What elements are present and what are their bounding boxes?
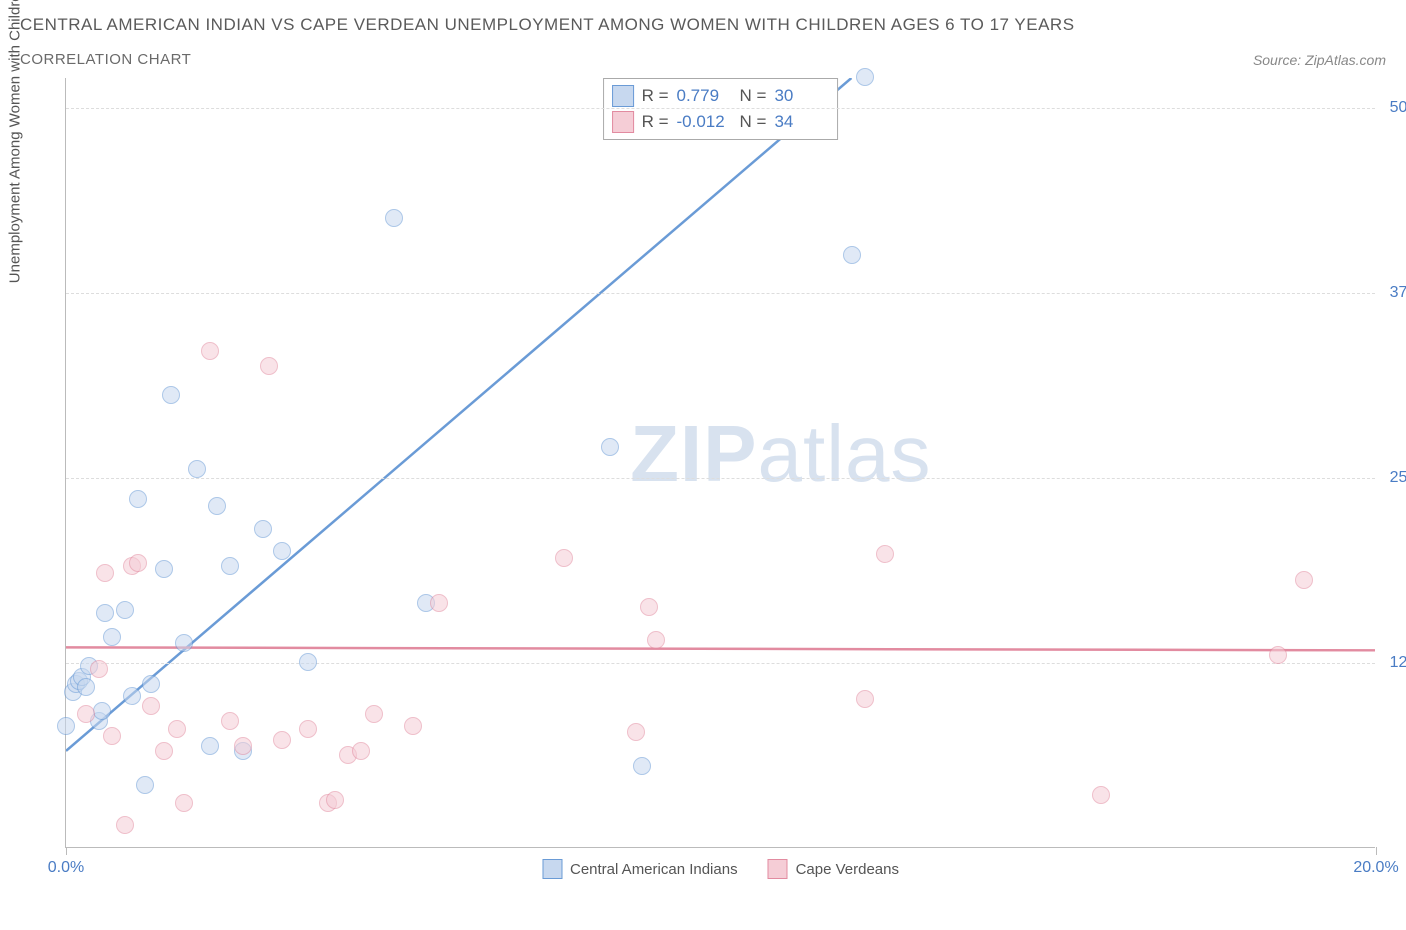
y-tick-label: 12.5%	[1380, 654, 1406, 672]
legend-swatch-icon	[768, 859, 788, 879]
y-tick-label: 25.0%	[1380, 469, 1406, 487]
x-tick	[66, 847, 67, 855]
x-tick	[1376, 847, 1377, 855]
data-point	[876, 545, 894, 563]
data-point	[385, 209, 403, 227]
legend-item: Cape Verdeans	[768, 859, 899, 879]
chart-container: Unemployment Among Women with Children A…	[20, 78, 1386, 898]
stats-legend-box: R = 0.779 N = 30 R = -0.012 N = 34	[603, 78, 839, 140]
trend-line	[66, 647, 1375, 650]
legend-label: Central American Indians	[570, 861, 738, 878]
data-point	[129, 554, 147, 572]
gridline	[66, 478, 1375, 479]
data-point	[273, 731, 291, 749]
data-point	[116, 601, 134, 619]
data-point	[57, 717, 75, 735]
data-point	[273, 542, 291, 560]
data-point	[175, 794, 193, 812]
data-point	[326, 791, 344, 809]
data-point	[201, 737, 219, 755]
data-point	[221, 557, 239, 575]
data-point	[365, 705, 383, 723]
data-point	[647, 631, 665, 649]
y-axis-label: Unemployment Among Women with Children A…	[7, 0, 24, 283]
data-point	[221, 712, 239, 730]
r-value: 0.779	[677, 86, 732, 106]
data-point	[1295, 571, 1313, 589]
data-point	[234, 737, 252, 755]
data-point	[96, 564, 114, 582]
stats-row: R = 0.779 N = 30	[612, 83, 830, 109]
gridline	[66, 663, 1375, 664]
data-point	[555, 549, 573, 567]
data-point	[201, 342, 219, 360]
n-label: N =	[740, 86, 767, 106]
data-point	[627, 723, 645, 741]
watermark: ZIPatlas	[630, 407, 931, 499]
data-point	[254, 520, 272, 538]
data-point	[162, 386, 180, 404]
legend-swatch-icon	[612, 85, 634, 107]
data-point	[136, 776, 154, 794]
data-point	[601, 438, 619, 456]
r-label: R =	[642, 112, 669, 132]
stats-row: R = -0.012 N = 34	[612, 109, 830, 135]
data-point	[856, 68, 874, 86]
gridline	[66, 293, 1375, 294]
subtitle-row: CORRELATION CHART Source: ZipAtlas.com	[20, 51, 1386, 68]
legend-swatch-icon	[612, 111, 634, 133]
data-point	[77, 678, 95, 696]
y-tick-label: 37.5%	[1380, 284, 1406, 302]
data-point	[633, 757, 651, 775]
data-point	[843, 246, 861, 264]
data-point	[93, 702, 111, 720]
data-point	[123, 687, 141, 705]
chart-title: CENTRAL AMERICAN INDIAN VS CAPE VERDEAN …	[20, 15, 1386, 35]
legend-bottom: Central American Indians Cape Verdeans	[542, 859, 899, 879]
data-point	[208, 497, 226, 515]
data-point	[1269, 646, 1287, 664]
n-value: 34	[774, 112, 829, 132]
data-point	[299, 653, 317, 671]
data-point	[77, 705, 95, 723]
data-point	[103, 727, 121, 745]
data-point	[142, 697, 160, 715]
x-tick-label: 0.0%	[48, 859, 84, 877]
legend-label: Cape Verdeans	[796, 861, 899, 878]
r-value: -0.012	[677, 112, 732, 132]
data-point	[168, 720, 186, 738]
data-point	[640, 598, 658, 616]
data-point	[142, 675, 160, 693]
legend-swatch-icon	[542, 859, 562, 879]
data-point	[188, 460, 206, 478]
data-point	[352, 742, 370, 760]
trend-lines	[66, 78, 1375, 847]
y-tick-label: 50.0%	[1380, 99, 1406, 117]
data-point	[856, 690, 874, 708]
gridline	[66, 108, 1375, 109]
data-point	[260, 357, 278, 375]
plot-area: ZIPatlas R =0.779N =30R =-0.012N =34 Cen…	[65, 78, 1375, 848]
legend-item: Central American Indians	[542, 859, 738, 879]
r-label: R =	[642, 86, 669, 106]
x-tick-label: 20.0%	[1353, 859, 1398, 877]
data-point	[96, 604, 114, 622]
data-point	[155, 742, 173, 760]
data-point	[103, 628, 121, 646]
data-point	[90, 660, 108, 678]
data-point	[430, 594, 448, 612]
source-label: Source: ZipAtlas.com	[1253, 52, 1386, 68]
n-value: 30	[774, 86, 829, 106]
data-point	[404, 717, 422, 735]
data-point	[116, 816, 134, 834]
data-point	[129, 490, 147, 508]
data-point	[155, 560, 173, 578]
data-point	[1092, 786, 1110, 804]
chart-subtitle: CORRELATION CHART	[20, 51, 191, 68]
data-point	[175, 634, 193, 652]
n-label: N =	[740, 112, 767, 132]
data-point	[299, 720, 317, 738]
